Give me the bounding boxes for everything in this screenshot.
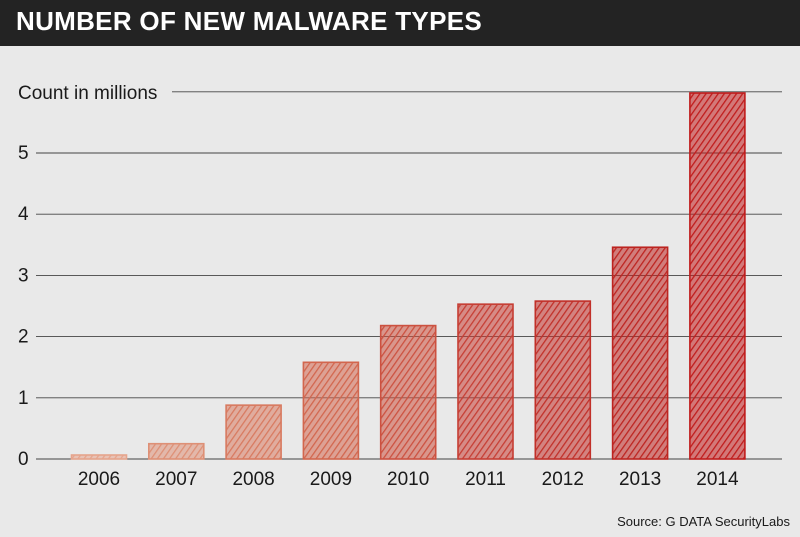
x-tick-label: 2008 — [232, 469, 274, 490]
x-tick-label: 2012 — [542, 469, 584, 490]
y-axis-label: Count in millions — [18, 83, 157, 104]
bar-2013 — [611, 246, 669, 460]
bar-2011 — [457, 303, 514, 460]
bar-2012 — [534, 300, 592, 460]
x-tick-label: 2011 — [465, 469, 506, 490]
x-tick-label: 2014 — [696, 469, 739, 490]
y-tick-label: 2 — [18, 327, 29, 348]
chart-title: NUMBER OF NEW MALWARE TYPES — [16, 6, 482, 36]
bar-2010 — [379, 324, 437, 460]
y-tick-label: 0 — [18, 449, 29, 470]
source-note: Source: G DATA SecurityLabs — [617, 514, 790, 529]
bar-2008 — [225, 404, 282, 460]
x-tick-label: 2010 — [387, 469, 429, 490]
x-tick-label: 2006 — [78, 469, 120, 490]
y-tick-label: 3 — [18, 265, 29, 286]
x-tick-label: 2009 — [310, 469, 352, 490]
y-tick-label: 1 — [18, 388, 29, 409]
y-tick-label: 4 — [18, 204, 29, 225]
x-tick-label: 2007 — [155, 469, 197, 490]
bar-2014 — [689, 92, 746, 460]
bar-2006 — [70, 454, 128, 460]
bar-2009 — [302, 361, 360, 460]
bar-2007 — [148, 442, 205, 460]
title-bar: NUMBER OF NEW MALWARE TYPES — [0, 0, 800, 46]
bars — [70, 92, 746, 460]
x-tick-label: 2013 — [619, 469, 661, 490]
y-tick-labels: 0 1 2 3 4 5 — [18, 143, 29, 470]
y-tick-label: 5 — [18, 143, 29, 164]
x-tick-labels: 2006 2007 2008 2009 2010 2011 2012 2013 2014 — [78, 469, 739, 490]
